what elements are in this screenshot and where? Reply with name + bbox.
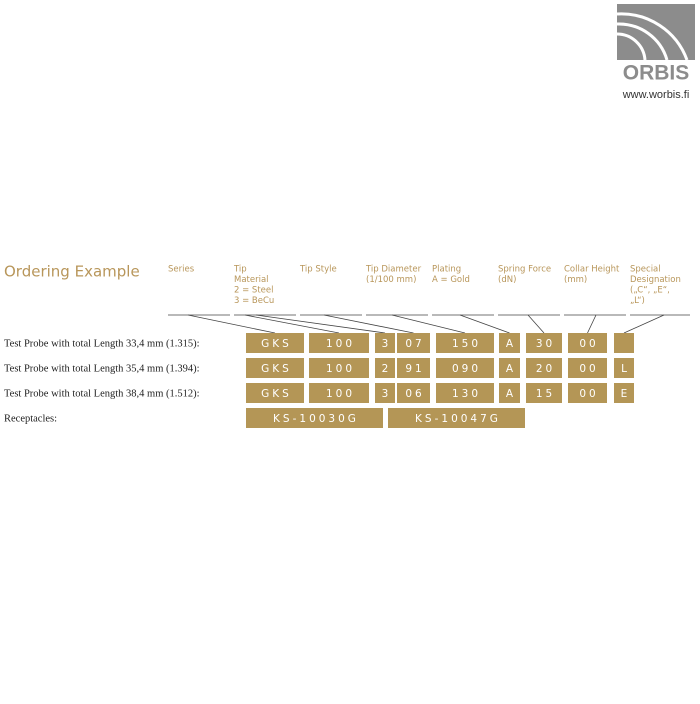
connector [187,314,276,334]
column-header: Designation [630,275,681,285]
column-header: Spring Force [498,265,551,275]
code-box [614,333,634,353]
code-box [246,408,383,428]
connector [391,314,466,334]
code-box [246,333,304,353]
code-value: 15 [536,388,555,400]
column-header: Tip [233,265,247,275]
code-value: 100 [326,338,355,350]
code-value: 3 [382,388,392,400]
connector [244,314,340,334]
code-box [309,383,369,403]
code-value: 100 [326,388,355,400]
code-box [499,383,520,403]
column-header: Tip Style [299,265,337,275]
column-header: „L“) [630,296,645,306]
row-label: Test Probe with total Length 35,4 mm (1.… [4,363,200,374]
logo-name: ORBIS [623,62,690,85]
code-box [614,358,634,378]
code-value: 2 [382,363,392,375]
code-box [397,358,430,378]
code-value: 090 [452,363,481,375]
code-value: KS-10047G [415,413,501,425]
code-box [375,333,395,353]
column-header: Series [168,265,195,275]
code-box [397,383,430,403]
code-box [499,358,520,378]
column-header: Special [630,265,661,275]
code-box [436,358,494,378]
code-box [568,333,607,353]
code-value: A [506,363,516,375]
column-header: (dN) [498,275,516,285]
code-box [526,383,562,403]
column-header: Plating [432,265,461,275]
connector [323,314,414,334]
code-box [397,333,430,353]
column-header: („C“, „E“, [630,286,670,296]
code-box [568,358,607,378]
connector [587,314,597,334]
code-value: A [506,388,516,400]
code-box [614,383,634,403]
code-value: 130 [452,388,481,400]
code-value: GKS [261,363,292,375]
connector [623,314,665,334]
row-label: Receptacles: [4,413,57,424]
column-header: (1/100 mm) [366,275,416,285]
code-value: GKS [261,388,292,400]
code-box [436,333,494,353]
code-box [246,358,304,378]
code-box [388,408,525,428]
logo: ORBIS www.worbis.fi [616,4,695,101]
code-value: GKS [261,338,292,350]
code-box [309,358,369,378]
code-value: E [621,388,631,400]
connector [255,314,386,334]
connector [527,314,545,334]
code-box [568,383,607,403]
code-value: A [506,338,516,350]
logo-url: www.worbis.fi [622,89,690,101]
code-value: 07 [405,338,424,350]
code-value: 20 [536,363,555,375]
code-value: 00 [579,363,598,375]
column-header: (mm) [564,275,587,285]
column-header: 3 = BeCu [234,296,274,306]
code-box [436,383,494,403]
code-box [375,358,395,378]
column-header: Collar Height [564,265,620,275]
connector [459,314,510,334]
code-value: 00 [579,388,598,400]
code-box [309,333,369,353]
code-box [246,383,304,403]
code-box [526,333,562,353]
code-value: 91 [405,363,424,375]
code-value: 3 [382,338,392,350]
code-value: 150 [452,338,481,350]
code-box [499,333,520,353]
code-value: L [621,363,630,375]
code-value: 00 [579,338,598,350]
title: Ordering Example [4,263,140,281]
code-box [526,358,562,378]
code-value: 06 [405,388,424,400]
code-value: 30 [536,338,555,350]
column-header: 2 = Steel [234,286,273,296]
column-header: A = Gold [432,275,470,285]
row-label: Test Probe with total Length 33,4 mm (1.… [4,338,200,349]
column-header: Material [234,275,269,285]
column-header: Tip Diameter [365,265,422,275]
row-label: Test Probe with total Length 38,4 mm (1.… [4,388,200,399]
code-value: KS-10030G [273,413,359,425]
code-value: 100 [326,363,355,375]
code-box [375,383,395,403]
